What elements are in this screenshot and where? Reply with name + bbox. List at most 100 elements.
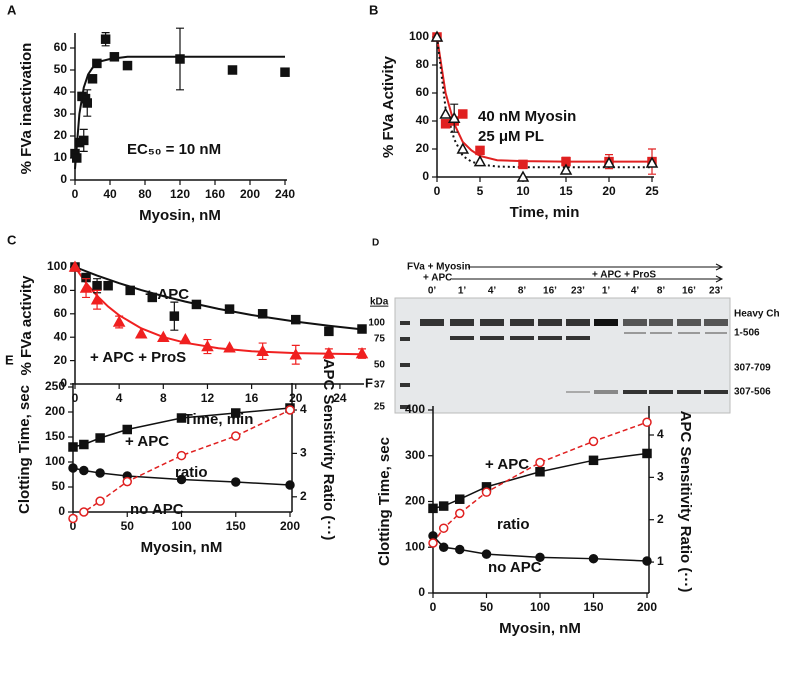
marker: [440, 119, 451, 129]
kda-label: 25: [374, 402, 386, 413]
marker: [92, 280, 102, 291]
y-axis-label: % FVa Activity: [380, 55, 397, 158]
y-tick-label: 300: [405, 448, 425, 462]
lane-label: 0’: [428, 286, 437, 297]
marker: [588, 455, 599, 466]
ladder-band: [400, 363, 410, 367]
y-axis-label: % FVa inactivation: [18, 43, 35, 175]
marker: [256, 344, 269, 356]
marker: [535, 552, 545, 563]
x-tick-label: 40: [103, 187, 117, 201]
panel-label: F: [365, 375, 373, 390]
fit-curve: [436, 36, 652, 169]
x-tick-label: 50: [480, 600, 494, 614]
x-tick-label: 200: [280, 519, 300, 533]
y-tick-label: 50: [52, 479, 66, 493]
x-tick-label: 8: [160, 391, 167, 405]
x-tick-label: 80: [138, 187, 152, 201]
panel-label: B: [369, 2, 378, 17]
x-tick-label: 50: [121, 519, 135, 533]
marker: [201, 340, 214, 352]
y-tick-label: 100: [405, 539, 425, 553]
marker: [428, 503, 438, 514]
marker: [430, 30, 444, 42]
y2-axis-label: APC Sensitivity Ratio (···): [320, 359, 337, 541]
series-label: ratio: [497, 516, 530, 533]
ladder-band: [400, 337, 410, 341]
marker: [285, 480, 295, 490]
band: [650, 332, 672, 334]
series-label: + APC: [485, 456, 529, 473]
marker: [157, 330, 170, 342]
marker: [231, 477, 241, 487]
series-label: + APC: [125, 433, 169, 450]
y-tick-label: 400: [405, 402, 425, 416]
band: [450, 319, 474, 326]
x-tick-label: 12: [201, 391, 215, 405]
x-tick-label: 25: [645, 184, 659, 198]
y-tick-label: 100: [409, 29, 429, 43]
series-label: ratio: [175, 464, 208, 481]
band: [623, 319, 647, 326]
y-tick-label: 50: [54, 62, 68, 76]
marker: [475, 145, 485, 156]
marker: [95, 468, 105, 478]
marker: [231, 408, 241, 418]
x-tick-label: 0: [434, 184, 441, 198]
x-axis-label: Time, min: [184, 411, 254, 428]
marker: [90, 293, 104, 305]
x-axis-label: Myosin, nM: [141, 539, 223, 556]
band: [704, 390, 728, 394]
x-tick-label: 100: [530, 600, 550, 614]
marker: [645, 156, 659, 168]
lane-label: 16’: [543, 286, 557, 297]
marker: [535, 467, 545, 477]
marker: [103, 280, 113, 291]
x-tick-label: 150: [583, 600, 603, 614]
marker: [87, 74, 98, 84]
marker: [642, 556, 652, 566]
marker: [72, 153, 82, 163]
x-tick-label: 200: [240, 187, 260, 201]
marker: [455, 494, 465, 504]
kda-title: kDa: [370, 297, 389, 308]
y-tick-label: 100: [47, 259, 67, 273]
band: [678, 332, 700, 334]
marker: [438, 501, 449, 511]
band: [538, 336, 562, 340]
marker: [122, 424, 132, 435]
band-label: 307-709: [734, 363, 771, 374]
x-tick-label: 100: [171, 519, 191, 533]
band-label: 307-506: [734, 387, 771, 398]
series-label: no APC: [130, 501, 184, 518]
y2-tick-label: 2: [657, 512, 664, 526]
y-tick-label: 20: [54, 128, 68, 142]
treatment-label: + APC: [423, 273, 452, 284]
band: [450, 336, 474, 340]
band: [649, 319, 673, 326]
kda-label: 100: [368, 318, 385, 329]
y-tick-label: 40: [54, 329, 68, 343]
marker: [439, 107, 452, 119]
x-axis-label: Myosin, nM: [499, 620, 581, 637]
y2-tick-label: 4: [657, 427, 664, 441]
series-label: + APC + ProS: [90, 349, 186, 366]
x-axis-label: Myosin, nM: [139, 207, 221, 224]
marker: [147, 292, 158, 303]
marker: [169, 311, 180, 321]
y-tick-label: 80: [416, 57, 430, 71]
marker: [176, 450, 187, 461]
y-tick-label: 60: [416, 85, 430, 99]
y-tick-label: 150: [45, 429, 65, 443]
y-tick-label: 0: [422, 169, 429, 183]
band: [510, 319, 534, 326]
series-label: 40 nM Myosin: [478, 108, 576, 125]
marker: [322, 347, 336, 359]
marker: [438, 542, 449, 552]
marker: [92, 58, 102, 69]
panel-label: D: [372, 238, 379, 249]
arrow: [452, 275, 724, 283]
y-tick-label: 60: [54, 306, 68, 320]
band: [705, 332, 727, 334]
